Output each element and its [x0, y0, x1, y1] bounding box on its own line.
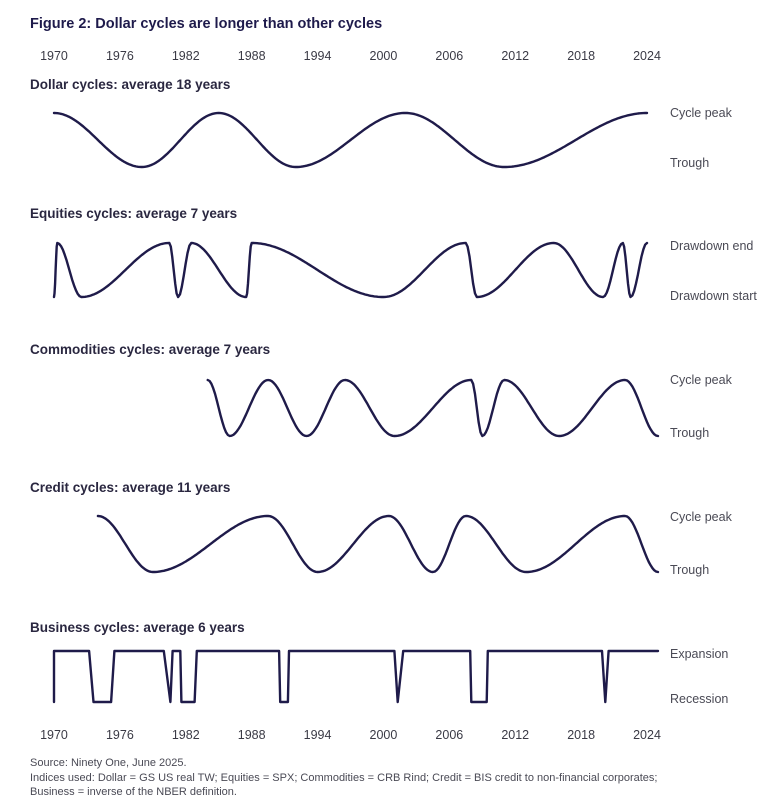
panel-title: Dollar cycles: average 18 years	[30, 77, 230, 92]
x-tick-label: 2000	[370, 49, 398, 63]
equities-cycle-line	[52, 241, 649, 299]
x-tick-label: 1976	[106, 49, 134, 63]
high-state-label: Cycle peak	[670, 510, 733, 524]
credit-cycle-line	[96, 514, 660, 574]
x-tick-label: 1982	[172, 728, 200, 742]
x-tick-label: 2012	[501, 728, 529, 742]
x-tick-label: 2006	[435, 49, 463, 63]
dollar-cycle-line	[52, 111, 649, 169]
figure-title: Figure 2: Dollar cycles are longer than …	[30, 16, 382, 32]
x-tick-label: 1976	[106, 728, 134, 742]
x-tick-label: 2006	[435, 728, 463, 742]
x-tick-label: 1994	[304, 49, 332, 63]
panel-commodities: Commodities cycles: average 7 years Cycl…	[30, 342, 733, 440]
panel-credit: Credit cycles: average 11 years Cycle pe…	[30, 480, 733, 577]
low-state-label: Recession	[670, 692, 728, 706]
panel-business: Business cycles: average 6 years Expansi…	[30, 620, 728, 706]
low-state-label: Drawdown start	[670, 289, 757, 303]
x-tick-label: 1988	[238, 49, 266, 63]
panel-title: Credit cycles: average 11 years	[30, 480, 230, 495]
x-tick-label: 2012	[501, 49, 529, 63]
x-tick-label: 1970	[40, 49, 68, 63]
low-state-label: Trough	[670, 563, 709, 577]
panel-title: Commodities cycles: average 7 years	[30, 342, 270, 357]
high-state-label: Expansion	[670, 647, 728, 661]
business-cycle-line	[52, 649, 660, 704]
low-state-label: Trough	[670, 426, 709, 440]
panel-title: Equities cycles: average 7 years	[30, 206, 237, 221]
low-state-label: Trough	[670, 156, 709, 170]
x-tick-label: 2000	[370, 728, 398, 742]
x-tick-label: 2024	[633, 49, 661, 63]
x-tick-label: 2018	[567, 49, 595, 63]
x-tick-label: 1982	[172, 49, 200, 63]
commodities-cycle-line	[206, 378, 660, 438]
x-tick-label: 1988	[238, 728, 266, 742]
source-note: Source: Ninety One, June 2025.	[30, 757, 187, 769]
x-axis-top: 1970 1976 1982 1988 1994 2000 2006 2012 2018 2024	[40, 49, 661, 63]
high-state-label: Drawdown end	[670, 239, 753, 253]
x-tick-label: 2024	[633, 728, 661, 742]
panel-title: Business cycles: average 6 years	[30, 620, 245, 635]
panel-equities: Equities cycles: average 7 years Drawdow…	[30, 206, 757, 303]
panel-dollar: Dollar cycles: average 18 years Cycle pe…	[30, 77, 733, 170]
high-state-label: Cycle peak	[670, 373, 733, 387]
indices-note: Indices used: Dollar = GS US real TW; Eq…	[30, 772, 657, 784]
x-tick-label: 1970	[40, 728, 68, 742]
high-state-label: Cycle peak	[670, 106, 733, 120]
x-tick-label: 2018	[567, 728, 595, 742]
indices-note-cont: Business = inverse of the NBER definitio…	[30, 786, 237, 798]
x-tick-label: 1994	[304, 728, 332, 742]
x-axis-bottom: 1970 1976 1982 1988 1994 2000 2006 2012 2018 2024	[40, 728, 661, 742]
